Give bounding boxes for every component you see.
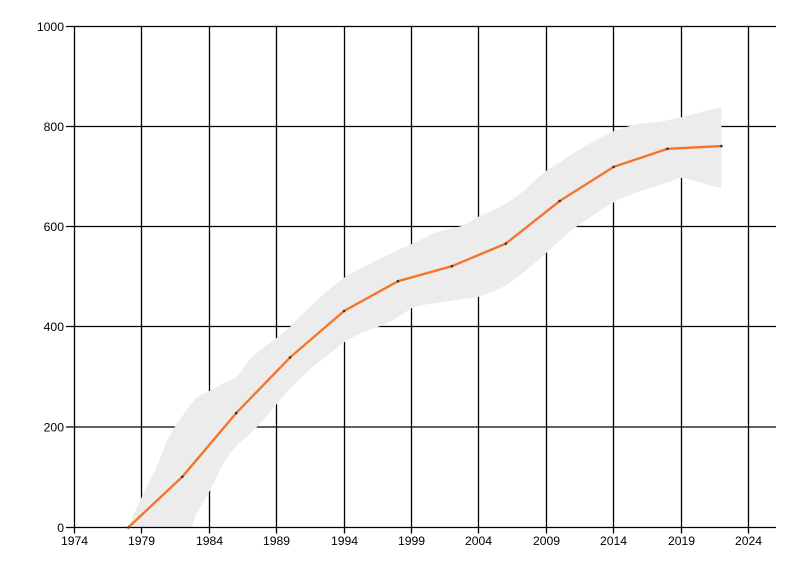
svg-text:1984: 1984 bbox=[196, 534, 223, 548]
svg-text:2014: 2014 bbox=[600, 534, 627, 548]
svg-text:2024: 2024 bbox=[735, 534, 762, 548]
svg-text:1974: 1974 bbox=[61, 534, 88, 548]
svg-text:1000: 1000 bbox=[37, 20, 64, 34]
svg-text:2019: 2019 bbox=[668, 534, 695, 548]
svg-text:2009: 2009 bbox=[533, 534, 560, 548]
svg-text:2004: 2004 bbox=[465, 534, 492, 548]
svg-text:0: 0 bbox=[57, 521, 64, 535]
svg-text:200: 200 bbox=[44, 420, 65, 434]
svg-text:600: 600 bbox=[44, 220, 65, 234]
svg-text:800: 800 bbox=[44, 120, 65, 134]
svg-text:1989: 1989 bbox=[263, 534, 290, 548]
svg-text:1999: 1999 bbox=[398, 534, 425, 548]
svg-text:1979: 1979 bbox=[128, 534, 155, 548]
svg-text:400: 400 bbox=[44, 320, 65, 334]
svg-text:1994: 1994 bbox=[331, 534, 358, 548]
